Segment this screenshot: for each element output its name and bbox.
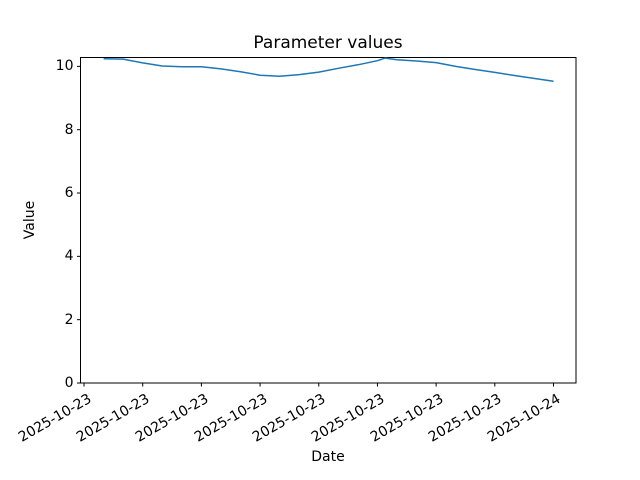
x-axis-label: Date [311, 449, 345, 465]
y-tick-label: 6 [64, 185, 74, 202]
chart-title: Parameter values [253, 33, 403, 53]
y-tick-label: 0 [64, 375, 74, 391]
axes-spines [80, 57, 577, 384]
y-tick-label: 10 [55, 58, 74, 75]
data-line [103, 57, 554, 82]
y-axis-label: Value [22, 200, 38, 240]
y-tick-label: 4 [64, 248, 74, 265]
y-tick-label: 2 [64, 311, 74, 328]
y-tick-label: 8 [64, 121, 74, 138]
